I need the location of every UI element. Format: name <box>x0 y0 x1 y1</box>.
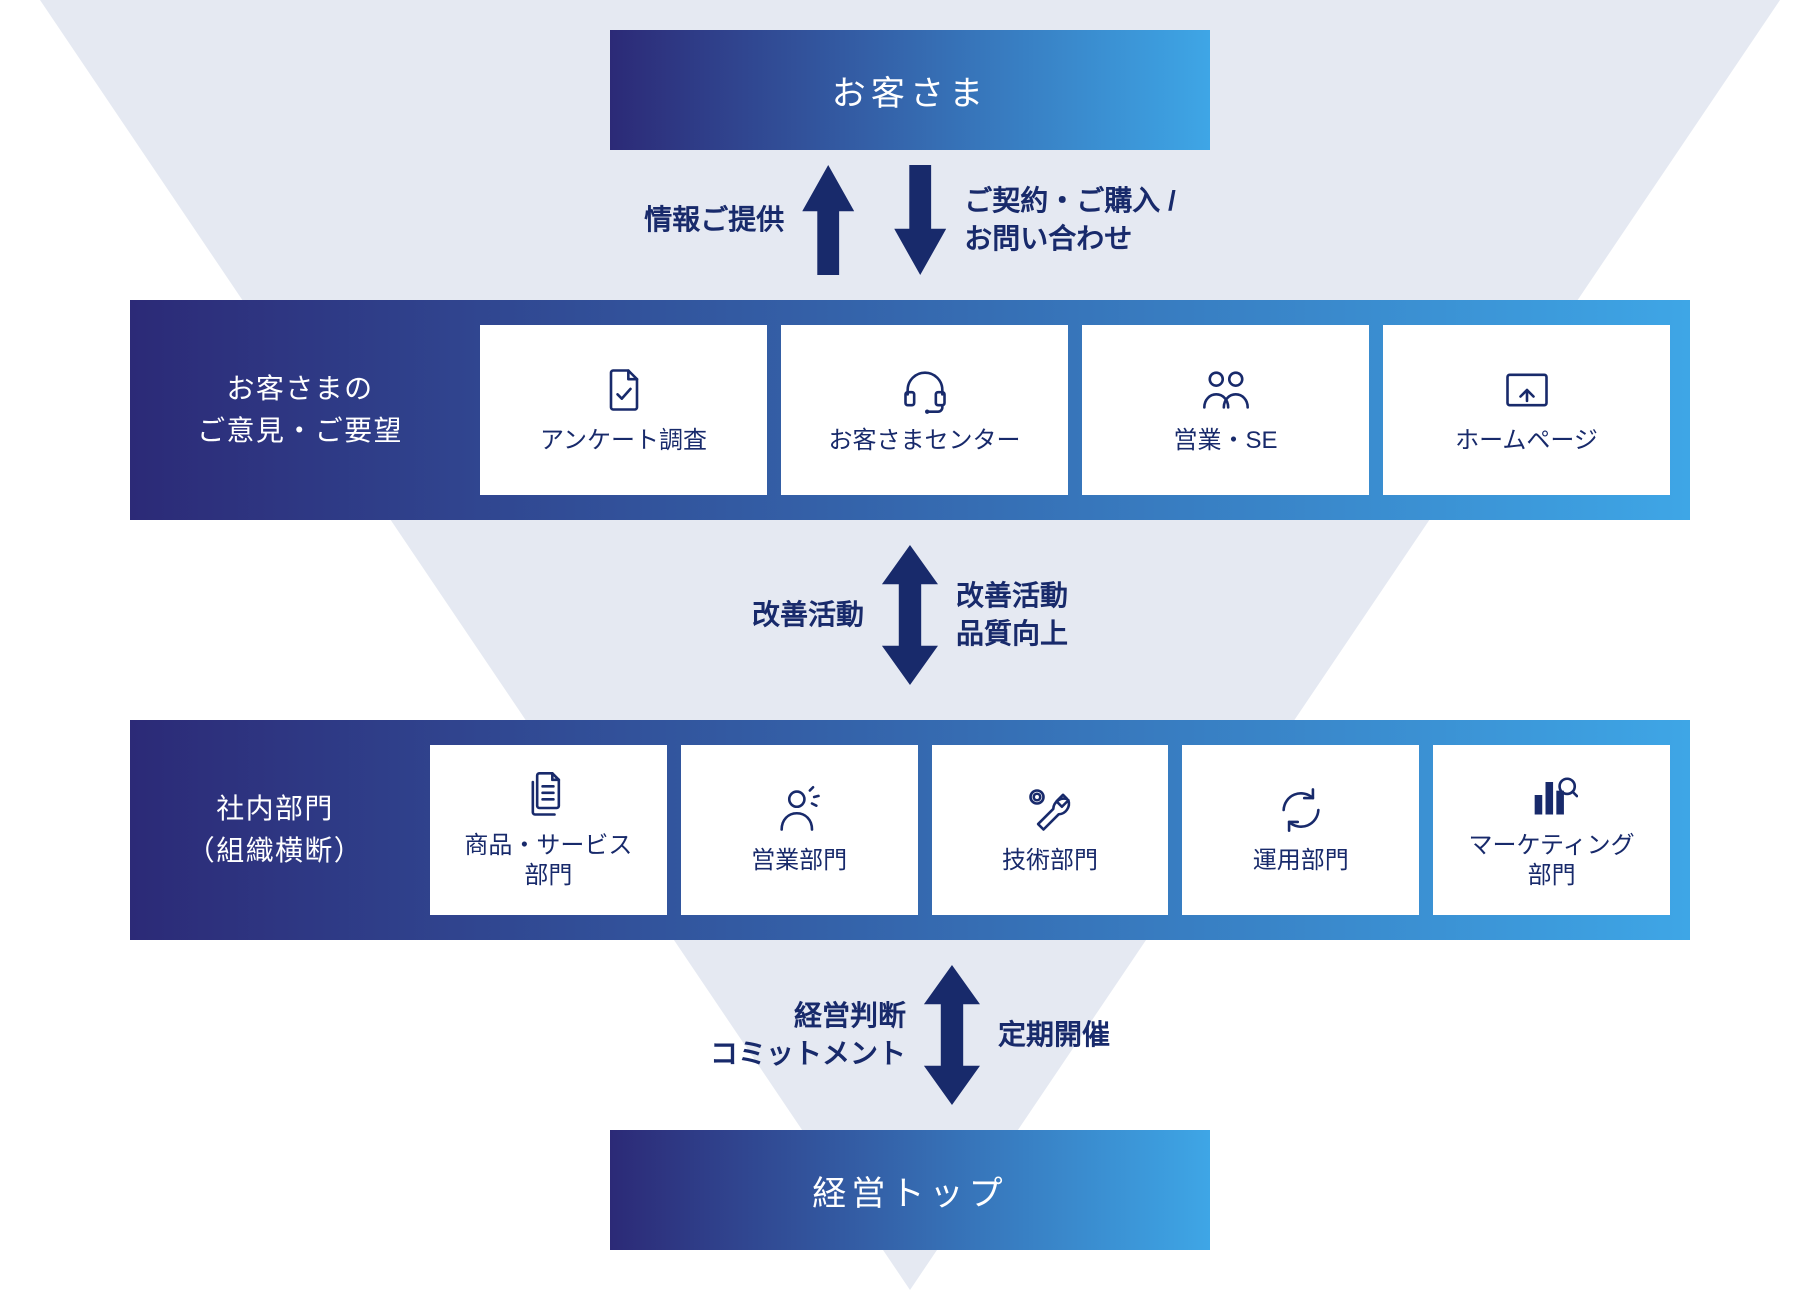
feedback-cards: アンケート調査 お客さまセンター 営業・SE ホームページ <box>480 325 1670 495</box>
down-arrow-icon <box>894 165 946 275</box>
top-band-label: お客さま <box>832 66 988 115</box>
homepage-icon <box>1501 364 1553 416</box>
arrow-a3-right-label: 定期開催 <box>998 1016 1110 1054</box>
feedback-card-label: 営業・SE <box>1173 426 1277 456</box>
arrow-a3-left-label: 経営判断 コミットメント <box>710 997 906 1073</box>
analytics-icon <box>1526 769 1578 821</box>
departments-card-label: マーケティング 部門 <box>1469 831 1635 891</box>
arrow-a1-left-label: 情報ご提供 <box>644 201 784 239</box>
arrow-a1-right-label: ご契約・ご購入 / お問い合わせ <box>964 182 1176 258</box>
documents-icon <box>522 769 574 821</box>
feedback-card-label: アンケート調査 <box>540 426 707 456</box>
departments-card-cycle: 運用部門 <box>1182 745 1419 915</box>
departments-cards: 商品・サービス 部門 営業部門 技術部門 運用部門 マーケティング 部門 <box>430 745 1670 915</box>
departments-card-label: 技術部門 <box>1002 846 1098 876</box>
departments-card-wrench: 技術部門 <box>932 745 1169 915</box>
top-band: お客さま <box>610 30 1210 150</box>
wrench-icon <box>1024 784 1076 836</box>
departments-card-documents: 商品・サービス 部門 <box>430 745 667 915</box>
feedback-card-headset: お客さまセンター <box>781 325 1068 495</box>
arrow-block-a1: 情報ご提供 ご契約・ご購入 / お問い合わせ <box>644 165 1176 275</box>
departments-row: 社内部門 （組織横断） 商品・サービス 部門 営業部門 技術部門 運用部門 マーケティング… <box>130 720 1690 940</box>
up-arrow-icon <box>802 165 854 275</box>
feedback-row: お客さまの ご意見・ご要望アンケート調査 お客さまセンター 営業・SE ホームページ <box>130 300 1690 520</box>
departments-card-label: 運用部門 <box>1253 846 1349 876</box>
headset-icon <box>899 364 951 416</box>
arrow-block-a3: 経営判断 コミットメント 定期開催 <box>710 965 1110 1105</box>
feedback-card-people: 営業・SE <box>1082 325 1369 495</box>
feedback-card-homepage: ホームページ <box>1383 325 1670 495</box>
person-icon <box>773 784 825 836</box>
feedback-card-survey: アンケート調査 <box>480 325 767 495</box>
feedback-row-label: お客さまの ご意見・ご要望 <box>150 368 450 452</box>
departments-card-label: 営業部門 <box>751 846 847 876</box>
arrow-a2-right-label: 改善活動 品質向上 <box>956 577 1068 653</box>
people-icon <box>1200 364 1252 416</box>
feedback-card-label: お客さまセンター <box>829 426 1021 456</box>
cycle-icon <box>1275 784 1327 836</box>
departments-card-person: 営業部門 <box>681 745 918 915</box>
double-arrow-icon <box>882 545 938 685</box>
feedback-card-label: ホームページ <box>1455 426 1598 456</box>
double-arrow-icon <box>924 965 980 1105</box>
bottom-band: 経営トップ <box>610 1130 1210 1250</box>
departments-card-label: 商品・サービス 部門 <box>464 831 632 891</box>
arrow-a2-left-label: 改善活動 <box>752 596 864 634</box>
bottom-band-label: 経営トップ <box>812 1166 1008 1215</box>
arrow-block-a2: 改善活動 改善活動 品質向上 <box>752 545 1068 685</box>
departments-card-analytics: マーケティング 部門 <box>1433 745 1670 915</box>
survey-icon <box>598 364 650 416</box>
departments-row-label: 社内部門 （組織横断） <box>150 788 400 872</box>
